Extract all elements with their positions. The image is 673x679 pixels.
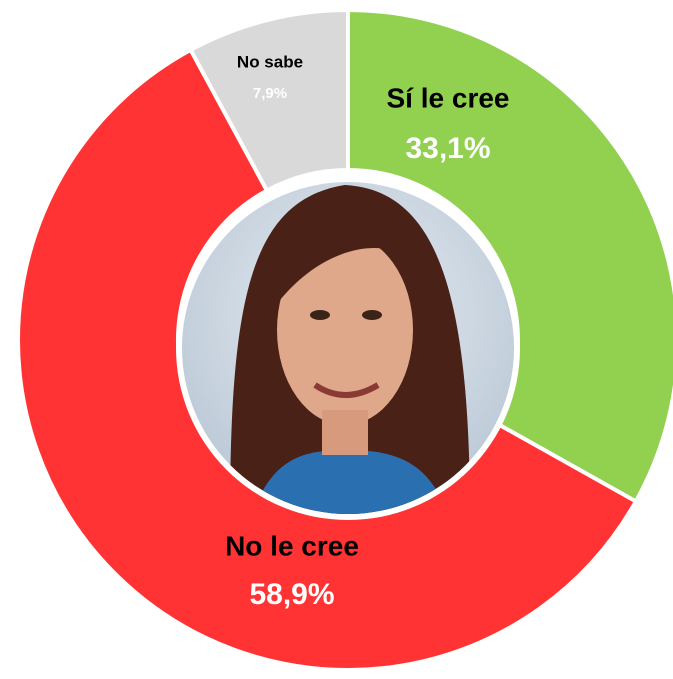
category-label: No le cree [225,530,359,561]
category-label: Sí le cree [387,82,510,113]
photo-eye [362,310,382,320]
chart: Sí le cree 33,1% No le cree 58,9% No sabe 7,9… [0,0,673,679]
value-label: 33,1% [405,132,490,165]
value-label: 58,9% [249,578,334,611]
value-label: 7,9% [253,85,287,102]
photo-neck [322,410,368,455]
category-label: No sabe [237,52,303,71]
photo-eye [310,310,330,320]
